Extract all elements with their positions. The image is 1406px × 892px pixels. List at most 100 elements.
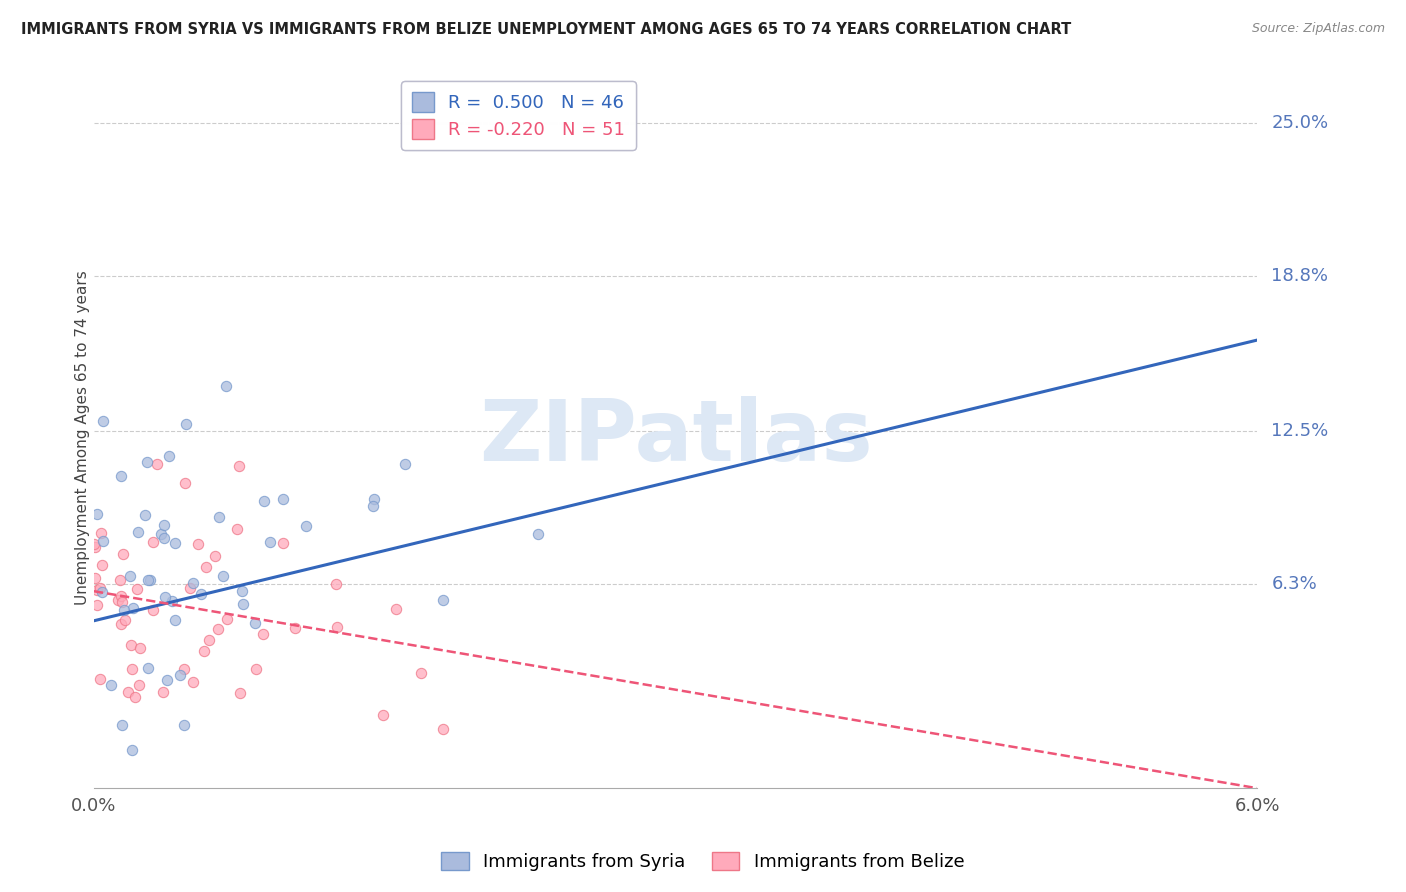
Point	[124, 690, 146, 704]
Y-axis label: Unemployment Among Ages 65 to 74 years: Unemployment Among Ages 65 to 74 years	[76, 270, 90, 605]
Point	[394, 458, 416, 472]
Text: 6.3%: 6.3%	[1271, 574, 1317, 593]
Point	[163, 536, 186, 550]
Point	[198, 633, 221, 648]
Point	[117, 685, 139, 699]
Point	[100, 678, 122, 692]
Point	[111, 547, 134, 561]
Point	[284, 621, 307, 635]
Point	[215, 612, 238, 626]
Point	[409, 665, 432, 680]
Point	[259, 534, 281, 549]
Point	[163, 614, 186, 628]
Point	[141, 535, 163, 549]
Legend: Immigrants from Syria, Immigrants from Belize: Immigrants from Syria, Immigrants from B…	[434, 845, 972, 879]
Point	[136, 455, 159, 469]
Point	[432, 592, 454, 607]
Point	[86, 507, 108, 521]
Point	[169, 667, 191, 681]
Text: 18.8%: 18.8%	[1271, 267, 1329, 285]
Point	[173, 717, 195, 731]
Point	[90, 584, 112, 599]
Point	[245, 616, 267, 631]
Point	[152, 685, 174, 699]
Point	[127, 524, 149, 539]
Point	[120, 568, 142, 582]
Point	[432, 722, 454, 736]
Point	[271, 536, 294, 550]
Point	[371, 708, 394, 723]
Point	[83, 540, 105, 554]
Point	[110, 468, 132, 483]
Point	[90, 558, 112, 572]
Point	[226, 522, 249, 536]
Text: 12.5%: 12.5%	[1271, 422, 1329, 440]
Point	[90, 526, 112, 541]
Point	[136, 661, 159, 675]
Point	[186, 537, 208, 551]
Point	[111, 718, 134, 732]
Point	[207, 622, 229, 636]
Point	[193, 644, 215, 658]
Point	[325, 577, 347, 591]
Point	[211, 569, 233, 583]
Point	[215, 379, 238, 393]
Point	[91, 414, 114, 428]
Point	[385, 602, 408, 616]
Legend: R =  0.500   N = 46, R = -0.220   N = 51: R = 0.500 N = 46, R = -0.220 N = 51	[401, 81, 636, 150]
Point	[83, 571, 105, 585]
Point	[363, 492, 385, 507]
Point	[253, 494, 276, 508]
Point	[114, 614, 136, 628]
Point	[228, 459, 250, 474]
Point	[91, 533, 114, 548]
Point	[155, 590, 177, 604]
Point	[134, 508, 156, 522]
Point	[120, 639, 142, 653]
Point	[176, 417, 198, 432]
Point	[162, 594, 184, 608]
Point	[86, 582, 108, 597]
Text: IMMIGRANTS FROM SYRIA VS IMMIGRANTS FROM BELIZE UNEMPLOYMENT AMONG AGES 65 TO 74: IMMIGRANTS FROM SYRIA VS IMMIGRANTS FROM…	[21, 22, 1071, 37]
Point	[245, 662, 267, 676]
Point	[204, 549, 226, 564]
Point	[361, 499, 384, 513]
Point	[252, 627, 274, 641]
Point	[110, 616, 132, 631]
Point	[153, 532, 176, 546]
Point	[231, 584, 253, 599]
Point	[326, 620, 349, 634]
Point	[111, 595, 134, 609]
Point	[136, 573, 159, 587]
Point	[190, 586, 212, 600]
Point	[527, 526, 550, 541]
Point	[195, 560, 218, 574]
Point	[138, 573, 160, 587]
Point	[174, 475, 197, 490]
Point	[294, 519, 316, 533]
Point	[110, 589, 132, 603]
Point	[181, 575, 204, 590]
Point	[153, 518, 176, 533]
Point	[173, 662, 195, 676]
Point	[121, 742, 143, 756]
Point	[107, 593, 129, 607]
Point	[89, 672, 111, 686]
Point	[150, 527, 173, 541]
Text: Source: ZipAtlas.com: Source: ZipAtlas.com	[1251, 22, 1385, 36]
Point	[129, 640, 152, 655]
Point	[156, 673, 179, 687]
Point	[229, 686, 252, 700]
Point	[207, 510, 229, 524]
Point	[142, 602, 165, 616]
Point	[146, 458, 169, 472]
Point	[89, 581, 111, 595]
Point	[122, 601, 145, 615]
Point	[110, 574, 132, 588]
Text: ZIPatlas: ZIPatlas	[479, 396, 873, 479]
Point	[273, 492, 295, 507]
Point	[159, 449, 181, 463]
Point	[128, 678, 150, 692]
Point	[83, 537, 105, 551]
Point	[112, 603, 135, 617]
